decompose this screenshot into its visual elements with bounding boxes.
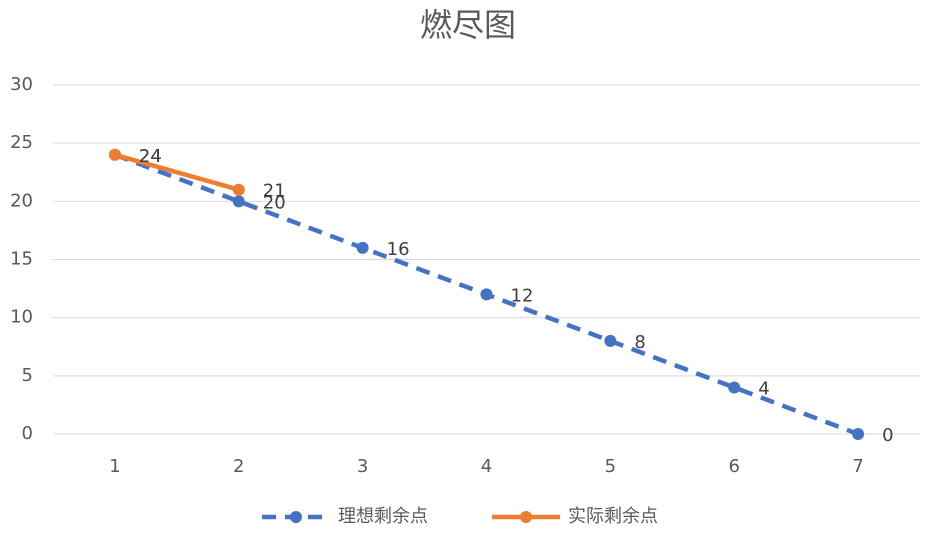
y-tick-label: 15 <box>10 249 33 270</box>
x-tick-label: 7 <box>852 456 863 477</box>
y-tick-label: 20 <box>10 190 33 211</box>
point-marker <box>852 428 865 440</box>
legend-label: 理想剩余点 <box>338 506 428 527</box>
x-tick-label: 5 <box>605 456 616 477</box>
data-label: 8 <box>634 332 645 353</box>
point-marker <box>480 288 493 301</box>
point-marker <box>108 148 121 161</box>
series-line <box>114 152 240 192</box>
x-tick-label: 2 <box>233 456 244 477</box>
legend-label: 实际剩余点 <box>568 506 658 527</box>
point-marker <box>232 183 245 196</box>
data-label: 21 <box>263 181 286 202</box>
legend-marker <box>520 511 532 523</box>
point-marker <box>356 241 369 254</box>
chart-title: 燃尽图 <box>420 6 516 44</box>
point-marker <box>232 195 245 208</box>
x-tick-label: 1 <box>109 456 120 477</box>
point-marker <box>728 381 741 394</box>
point-marker <box>604 334 617 347</box>
data-label: 0 <box>882 425 893 446</box>
data-label: 24 <box>139 146 162 167</box>
x-tick-label: 3 <box>357 456 368 477</box>
y-tick-label: 0 <box>22 423 33 444</box>
data-label: 16 <box>387 239 410 260</box>
x-tick-label: 4 <box>481 456 492 477</box>
legend-marker <box>290 511 302 523</box>
y-tick-label: 30 <box>10 74 33 95</box>
x-tick-label: 6 <box>728 456 739 477</box>
y-tick-label: 10 <box>10 307 33 328</box>
y-tick-label: 5 <box>22 365 33 386</box>
y-tick-label: 25 <box>10 132 33 153</box>
data-label: 12 <box>511 285 534 306</box>
data-label: 4 <box>758 378 769 399</box>
data-label: 20 <box>263 192 286 213</box>
data-label: 24 <box>139 146 162 167</box>
